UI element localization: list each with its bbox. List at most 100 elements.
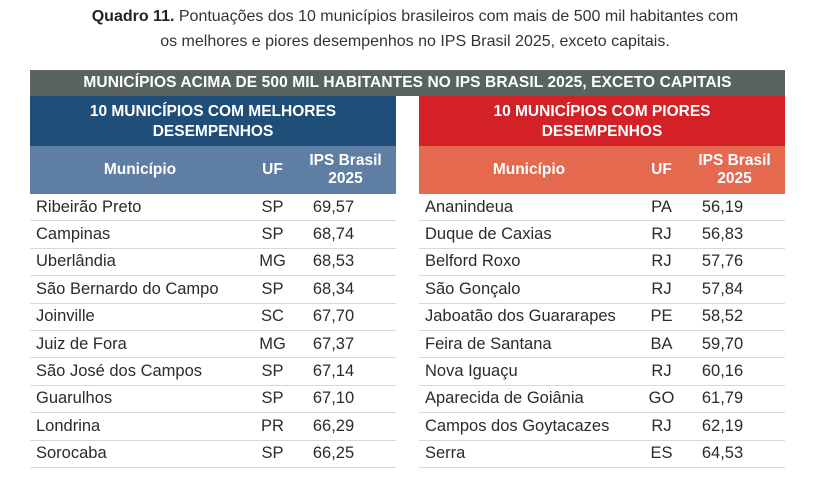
cell-uf: SP (261, 389, 284, 408)
cell-uf: GO (648, 389, 675, 408)
cell-municipio: Belford Roxo (425, 252, 521, 271)
header-ips-line-1: IPS Brasil (309, 152, 382, 169)
caption-line-2: os melhores e piores desempenhos no IPS … (160, 33, 670, 50)
best-group-title: 10 MUNICÍPIOS COM MELHORES DESEMPENHOS (30, 96, 396, 146)
cell-ips: 66,25 (312, 444, 355, 463)
table-caption: Quadro 11. Pontuações dos 10 municípios … (0, 4, 830, 54)
cell-ips: 64,53 (701, 444, 744, 463)
cell-ips: 67,37 (312, 334, 355, 353)
table-title: MUNICÍPIOS ACIMA DE 500 MIL HABITANTES N… (30, 70, 785, 96)
cell-ips: 57,84 (701, 279, 744, 298)
cell-municipio: Guarulhos (36, 389, 113, 408)
table-row: Londrina PR 66,29 (30, 413, 396, 441)
table-row: Juiz de Fora MG 67,37 (30, 331, 396, 359)
table-row: São Bernardo do Campo SP 68,34 (30, 276, 396, 304)
header-ips-line-2: 2025 (328, 170, 363, 187)
cell-municipio: Jaboatão dos Guararapes (425, 307, 616, 326)
cell-ips: 67,70 (312, 307, 355, 326)
table-row: Uberlândia MG 68,53 (30, 249, 396, 277)
cell-municipio: São Bernardo do Campo (36, 279, 219, 298)
cell-municipio: Joinville (36, 307, 95, 326)
cell-ips: 66,29 (312, 416, 355, 435)
cell-municipio: Campos dos Goytacazes (425, 416, 610, 435)
cell-uf: RJ (651, 225, 672, 244)
cell-ips: 68,53 (312, 252, 355, 271)
cell-uf: MG (259, 252, 286, 271)
worst-rows: Ananindeua PA 56,19 Duque de Caxias RJ 56,83 B… (419, 194, 785, 468)
header-municipio: Município (492, 161, 566, 178)
cell-uf: SP (261, 279, 284, 298)
header-ips-line-2: 2025 (717, 170, 752, 187)
cell-ips: 60,16 (701, 362, 744, 381)
header-ips: IPS Brasil 2025 (684, 152, 785, 188)
cell-uf: RJ (651, 252, 672, 271)
cell-ips: 68,34 (312, 279, 355, 298)
cell-municipio: Uberlândia (36, 252, 116, 271)
cell-municipio: Ananindeua (425, 197, 514, 216)
cell-uf: SP (261, 197, 284, 216)
cell-municipio: Duque de Caxias (425, 225, 552, 244)
cell-ips: 56,19 (701, 197, 744, 216)
cell-municipio: São José dos Campos (36, 362, 203, 381)
cell-uf: PE (650, 307, 673, 326)
table-row: Feira de Santana BA 59,70 (419, 331, 785, 359)
header-uf: UF (262, 161, 283, 178)
table-row: Jaboatão dos Guararapes PE 58,52 (419, 304, 785, 331)
table-row: Serra ES 64,53 (419, 441, 785, 468)
table-row: Duque de Caxias RJ 56,83 (419, 221, 785, 249)
cell-uf: ES (650, 444, 673, 463)
best-rows: Ribeirão Preto SP 69,57 Campinas SP 68,74 Uber… (30, 194, 396, 468)
cell-uf: RJ (651, 279, 672, 298)
table-row: Sorocaba SP 66,25 (30, 441, 396, 468)
best-panel: 10 MUNICÍPIOS COM MELHORES DESEMPENHOS M… (30, 96, 396, 468)
header-ips-line-1: IPS Brasil (698, 152, 771, 169)
cell-uf: BA (650, 334, 673, 353)
best-column-header: Município UF IPS Brasil 2025 (30, 146, 396, 194)
caption-lead: Quadro 11. (91, 8, 175, 25)
cell-ips: 57,76 (701, 252, 744, 271)
best-title-line-1: 10 MUNICÍPIOS COM MELHORES (89, 103, 337, 120)
header-ips: IPS Brasil 2025 (295, 152, 396, 188)
cell-uf: PA (651, 197, 672, 216)
table-row: Joinville SC 67,70 (30, 304, 396, 331)
table-row: Campinas SP 68,74 (30, 221, 396, 249)
header-uf: UF (651, 161, 672, 178)
table-row: Guarulhos SP 67,10 (30, 386, 396, 414)
cell-ips: 62,19 (701, 416, 744, 435)
cell-uf: RJ (651, 362, 672, 381)
header-municipio: Município (103, 161, 177, 178)
cell-ips: 56,83 (701, 225, 744, 244)
cell-municipio: Aparecida de Goiânia (425, 389, 584, 408)
cell-municipio: Londrina (36, 416, 101, 435)
cell-municipio: Juiz de Fora (36, 334, 127, 353)
worst-panel: 10 MUNICÍPIOS COM PIORES DESEMPENHOS Mun… (419, 96, 785, 468)
worst-title-line-1: 10 MUNICÍPIOS COM PIORES (493, 103, 711, 120)
cell-ips: 68,74 (312, 225, 355, 244)
cell-uf: SC (261, 307, 284, 326)
table-row: São Gonçalo RJ 57,84 (419, 276, 785, 304)
cell-municipio: Nova Iguaçu (425, 362, 518, 381)
cell-municipio: São Gonçalo (425, 279, 521, 298)
worst-column-header: Município UF IPS Brasil 2025 (419, 146, 785, 194)
cell-uf: SP (261, 362, 284, 381)
cell-ips: 59,70 (701, 334, 744, 353)
cell-uf: RJ (651, 416, 672, 435)
cell-uf: SP (261, 225, 284, 244)
cell-ips: 69,57 (312, 197, 355, 216)
cell-municipio: Campinas (36, 225, 111, 244)
table-row: Aparecida de Goiânia GO 61,79 (419, 386, 785, 414)
cell-ips: 67,10 (312, 389, 355, 408)
worst-group-title: 10 MUNICÍPIOS COM PIORES DESEMPENHOS (419, 96, 785, 146)
best-title-line-2: DESEMPENHOS (152, 123, 274, 140)
cell-ips: 58,52 (701, 307, 744, 326)
table-row: Belford Roxo RJ 57,76 (419, 249, 785, 277)
table-row: Nova Iguaçu RJ 60,16 (419, 358, 785, 386)
table-row: Campos dos Goytacazes RJ 62,19 (419, 413, 785, 441)
cell-uf: SP (261, 444, 284, 463)
caption-text-1: Pontuações dos 10 municípios brasileiros… (174, 8, 739, 25)
cell-uf: MG (259, 334, 286, 353)
table-row: Ribeirão Preto SP 69,57 (30, 194, 396, 222)
worst-title-line-2: DESEMPENHOS (541, 123, 663, 140)
cell-municipio: Ribeirão Preto (36, 197, 142, 216)
table-row: São José dos Campos SP 67,14 (30, 358, 396, 386)
